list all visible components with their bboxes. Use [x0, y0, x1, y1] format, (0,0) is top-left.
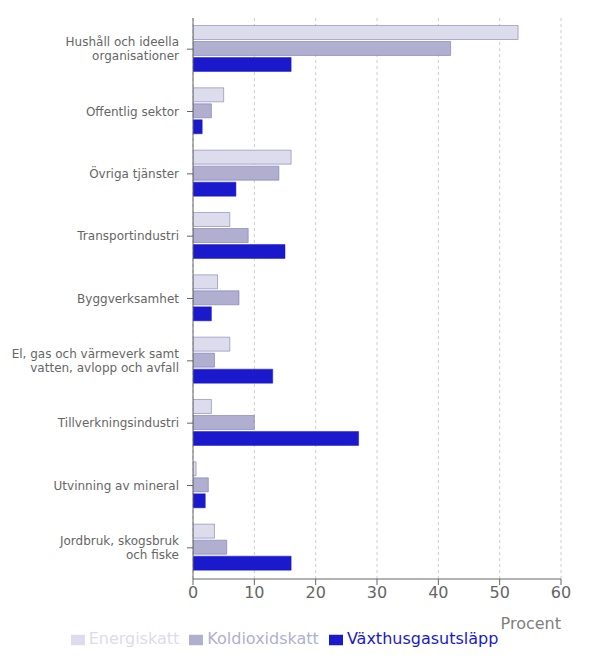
- svg-text:0: 0: [188, 583, 198, 602]
- svg-text:Offentlig sektor: Offentlig sektor: [86, 105, 179, 119]
- svg-text:30: 30: [367, 583, 387, 602]
- svg-text:60: 60: [551, 583, 571, 602]
- svg-text:El, gas och värmeverk samtvatt: El, gas och värmeverk samtvatten, avlopp…: [12, 347, 180, 375]
- svg-text:Hushåll och ideellaorganisatio: Hushåll och ideellaorganisationer: [66, 35, 179, 63]
- svg-text:Övriga tjänster: Övriga tjänster: [89, 165, 179, 181]
- svg-text:Tillverkningsindustri: Tillverkningsindustri: [57, 416, 179, 430]
- svg-text:Transportindustri: Transportindustri: [76, 229, 179, 243]
- svg-text:Procent: Procent: [501, 614, 561, 633]
- svg-text:20: 20: [305, 583, 325, 602]
- svg-text:Jordbruk, skogsbrukoch fiske: Jordbruk, skogsbrukoch fiske: [59, 534, 179, 562]
- html-text:Koldioxidskatt: Koldioxidskatt: [207, 629, 319, 648]
- html-text:Energiskatt: Energiskatt: [88, 629, 180, 648]
- svg-text:50: 50: [489, 583, 509, 602]
- svg-text:10: 10: [244, 583, 264, 602]
- html-text:Växthusgasutsläpp: Växthusgasutsläpp: [346, 629, 499, 648]
- svg-text:Byggverksamhet: Byggverksamhet: [77, 292, 179, 306]
- svg-text:Utvinning av mineral: Utvinning av mineral: [54, 479, 179, 493]
- svg-text:40: 40: [428, 583, 448, 602]
